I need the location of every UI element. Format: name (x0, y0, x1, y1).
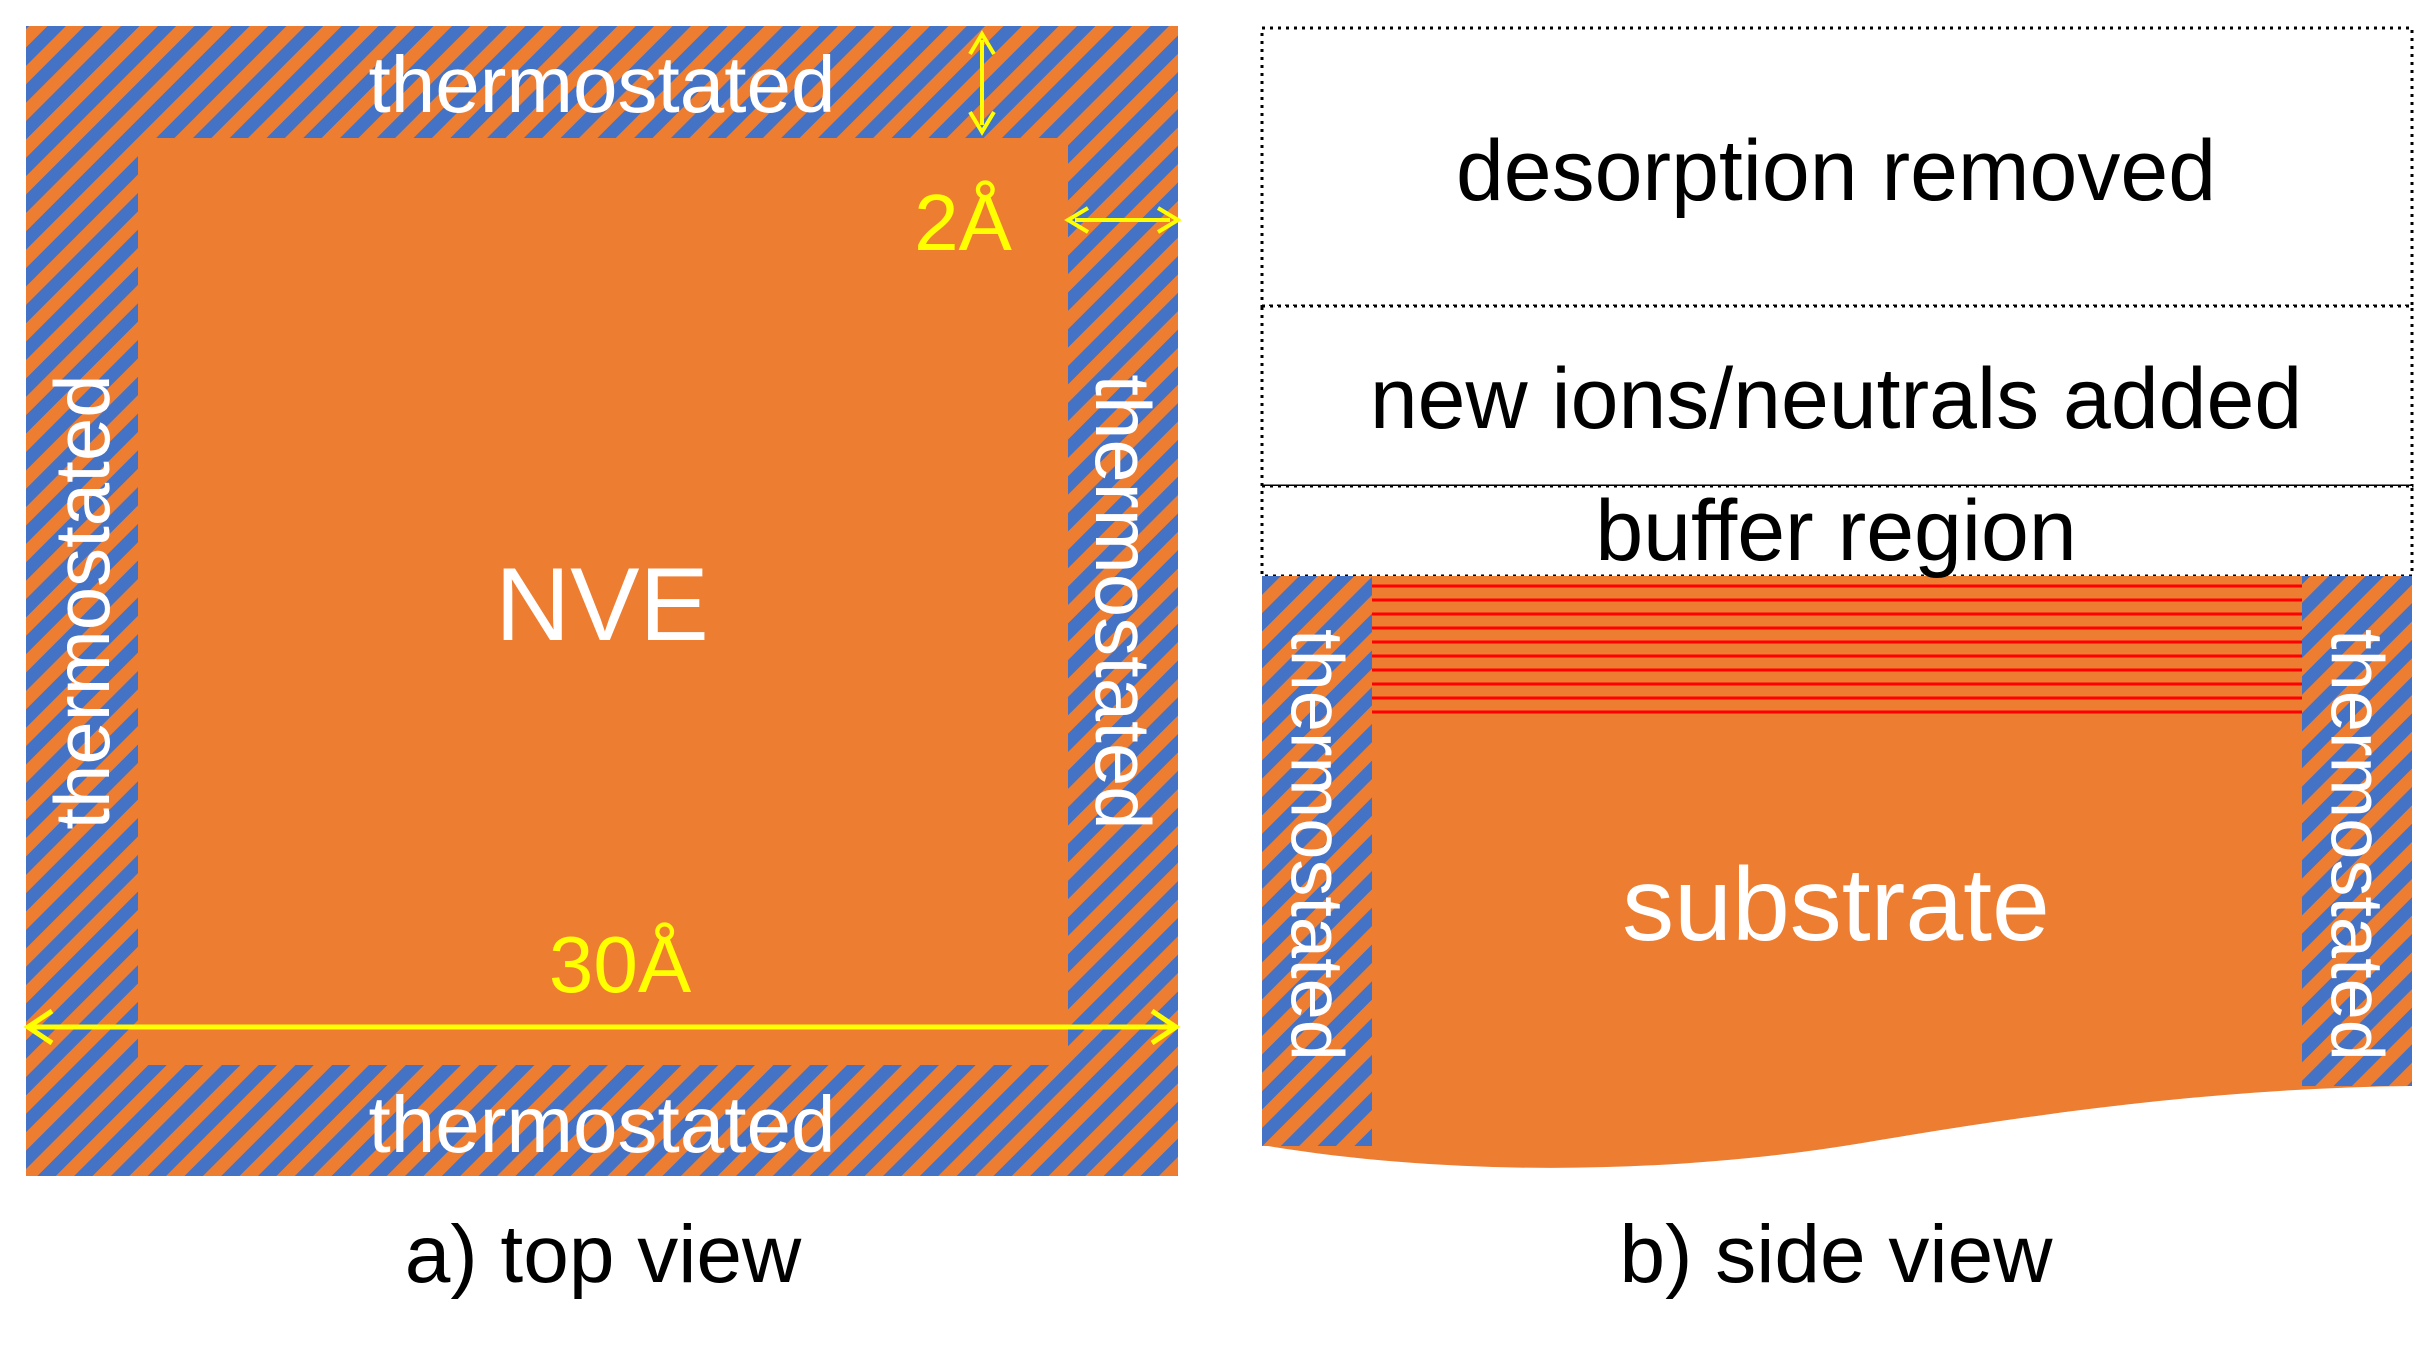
surface-layer-lines (1372, 584, 2302, 714)
width-arrow (23, 1008, 1181, 1046)
left-thermostated-wall (1262, 576, 1372, 1146)
substrate-label: substrate (1622, 847, 2050, 963)
top-view-panel: thermostated thermostated thermostated t… (23, 26, 1182, 1300)
buffer-region (1260, 484, 2414, 578)
right-border-label: thermostated (1079, 374, 1167, 829)
thickness-arrow-horizontal (1064, 206, 1182, 234)
left-wall-label: thermostated (1276, 629, 1359, 1061)
width-label: 30Å (549, 920, 692, 1009)
right-wall-label: thermostated (2316, 629, 2399, 1061)
nve-label: NVE (495, 547, 709, 663)
thickness-arrow-vertical (968, 30, 996, 136)
new-species-label: new ions/neutrals added (1370, 351, 2302, 447)
desorption-region (1260, 26, 2414, 308)
desorption-label: desorption removed (1456, 123, 2216, 219)
buffer-label: buffer region (1595, 483, 2076, 579)
top-border-label: thermostated (369, 40, 836, 129)
right-thermostated-wall (2302, 576, 2412, 1086)
top-view-nve-region (138, 138, 1068, 1065)
thickness-label: 2Å (914, 178, 1012, 267)
bottom-border-label: thermostated (369, 1080, 836, 1169)
side-view-caption: b) side view (1620, 1209, 2054, 1300)
top-view-caption: a) top view (405, 1209, 802, 1300)
left-border-label: thermostated (38, 374, 126, 829)
new-species-region (1260, 304, 2414, 488)
substrate-body (1262, 576, 2412, 1168)
side-view-panel: desorption removed new ions/neutrals add… (1260, 26, 2414, 1300)
